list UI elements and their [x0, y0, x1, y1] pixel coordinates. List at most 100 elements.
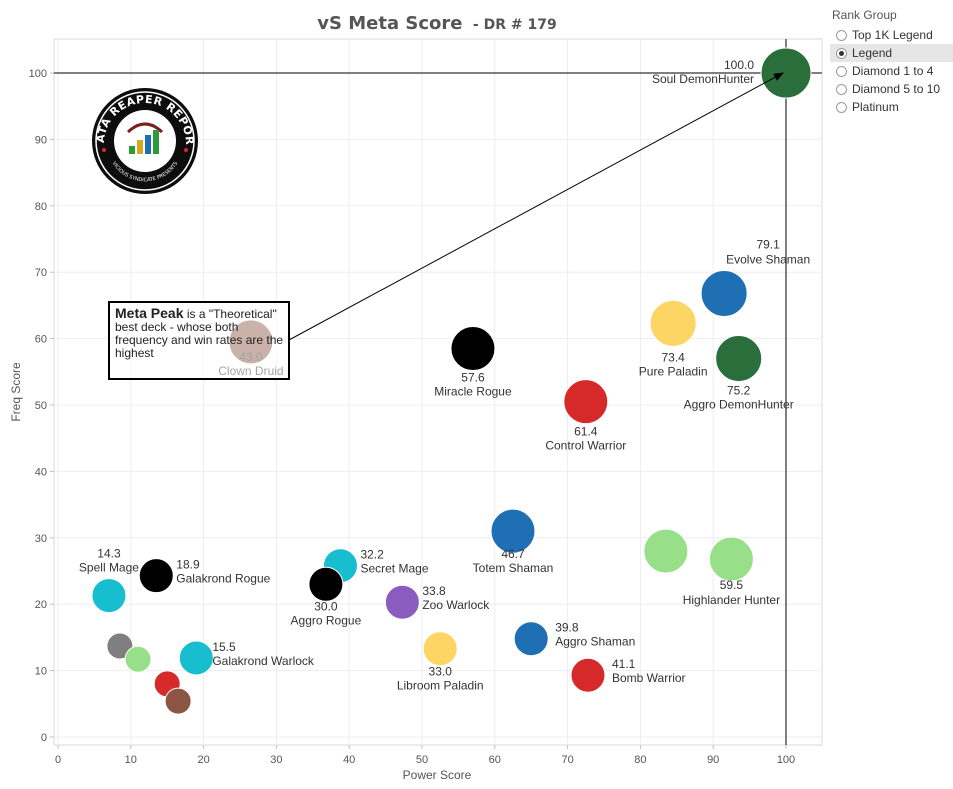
- point-value-label: 33.8: [422, 584, 446, 598]
- x-tick-label: 0: [55, 754, 61, 766]
- point-name-label: Libroom Paladin: [397, 679, 484, 693]
- point-name-label: Secret Mage: [360, 562, 428, 576]
- data-point: [643, 528, 689, 574]
- legend-option-label: Diamond 5 to 10: [852, 82, 941, 96]
- point-name-label: Aggro Shaman: [555, 635, 635, 649]
- data-point: [124, 645, 152, 673]
- data-point: [700, 269, 748, 317]
- rank-group-legend: Rank Group Top 1K Legend Legend Diamond 1 …: [830, 8, 953, 116]
- svg-text:vS Meta Score - DR # 179: vS Meta Score - DR # 179: [317, 13, 556, 34]
- point-value-label: 79.1: [756, 237, 780, 251]
- annotation-box: [108, 301, 290, 380]
- point-name-label: Highlander Hunter: [683, 593, 780, 607]
- data-point: [164, 687, 192, 715]
- y-tick-label: 10: [35, 666, 47, 678]
- data-point: [708, 536, 754, 582]
- x-tick-label: 50: [416, 754, 428, 766]
- x-tick-label: 60: [489, 754, 501, 766]
- radio-icon[interactable]: [836, 83, 847, 95]
- x-tick-label: 30: [270, 754, 282, 766]
- point-value-label: 33.0: [429, 665, 453, 679]
- legend-option[interactable]: Legend: [830, 44, 953, 62]
- radio-icon[interactable]: [836, 47, 847, 59]
- point-value-label: 75.2: [727, 384, 751, 398]
- chart-title: vS Meta Score - DR # 179: [317, 13, 556, 34]
- legend-option[interactable]: Diamond 5 to 10: [830, 80, 953, 98]
- point-value-label: 41.1: [612, 657, 636, 671]
- point-name-label: Bomb Warrior: [612, 671, 686, 685]
- point-value-label: 59.5: [720, 578, 744, 592]
- meta-peak-annotation: Meta Peak is a "Theoretical" best deck -…: [108, 72, 784, 380]
- data-point: [422, 631, 458, 667]
- y-axis-label: Freq Score: [9, 362, 23, 422]
- x-tick-label: 20: [197, 754, 209, 766]
- data-point: [760, 47, 812, 99]
- x-axis-ticks: 0 10 20 30 40 50 60 70 80 90 100: [55, 745, 795, 766]
- point-name-label: Evolve Shaman: [726, 252, 810, 266]
- data-point: [138, 558, 174, 594]
- x-tick-label: 40: [343, 754, 355, 766]
- legend-option-label: Platinum: [852, 100, 899, 114]
- annotation-arrow: [288, 72, 784, 341]
- point-name-label: Miracle Rogue: [434, 385, 512, 399]
- radio-icon[interactable]: [836, 65, 847, 77]
- x-tick-label: 10: [125, 754, 137, 766]
- chart-title-sub: - DR # 179: [473, 17, 557, 33]
- y-tick-label: 50: [35, 400, 47, 412]
- reference-lines: [54, 39, 822, 745]
- point-name-label: Aggro Rogue: [291, 613, 362, 627]
- data-point: [563, 379, 609, 425]
- data-point: [91, 578, 127, 614]
- x-tick-label: 70: [561, 754, 573, 766]
- data-point: [715, 335, 763, 383]
- y-tick-label: 90: [35, 134, 47, 146]
- x-tick-label: 100: [777, 754, 795, 766]
- chart-title-main: vS Meta Score: [317, 13, 462, 34]
- data-point: [308, 566, 344, 602]
- radio-icon[interactable]: [836, 101, 847, 113]
- point-value-label: 46.7: [501, 547, 525, 561]
- point-value-label: 61.4: [574, 425, 598, 439]
- point-name-label: Totem Shaman: [473, 561, 554, 575]
- x-tick-label: 90: [707, 754, 719, 766]
- point-value-label: 18.9: [176, 558, 200, 572]
- legend-option-label: Legend: [852, 46, 893, 60]
- y-tick-label: 20: [35, 599, 47, 611]
- legend-option[interactable]: Top 1K Legend: [830, 26, 953, 44]
- legend-option-label: Diamond 1 to 4: [852, 64, 934, 78]
- point-name-label: Pure Paladin: [639, 364, 708, 378]
- point-value-label: 39.8: [555, 621, 579, 635]
- point-value-label: 100.0: [724, 58, 754, 72]
- y-tick-label: 0: [41, 732, 47, 744]
- point-value-label: 73.4: [661, 350, 685, 364]
- y-axis-ticks: 0 10 20 30 40 50 60 70 80 90 100: [29, 68, 54, 744]
- y-tick-label: 60: [35, 334, 47, 346]
- data-point: [513, 621, 549, 657]
- x-axis-label: Power Score: [403, 768, 472, 782]
- x-tick-label: 80: [634, 754, 646, 766]
- data-point: [649, 299, 697, 347]
- radio-icon[interactable]: [836, 29, 847, 41]
- point-value-label: 57.6: [461, 371, 485, 385]
- y-tick-label: 70: [35, 267, 47, 279]
- point-name-label: Aggro DemonHunter: [684, 398, 794, 412]
- point-value-label: 32.2: [360, 548, 384, 562]
- point-value-label: 15.5: [212, 640, 236, 654]
- annotation-text: is a "Theoretical" best deck - whose bot…: [115, 307, 284, 360]
- y-tick-label: 30: [35, 533, 47, 545]
- y-tick-label: 100: [29, 68, 47, 80]
- legend-title: Rank Group: [832, 8, 897, 22]
- legend-option[interactable]: Platinum: [830, 98, 953, 116]
- y-tick-label: 80: [35, 201, 47, 213]
- point-name-label: Control Warrior: [545, 439, 626, 453]
- data-point: [490, 508, 536, 554]
- data-point: [570, 657, 606, 693]
- annotation-bold: Meta Peak: [115, 306, 184, 321]
- point-value-label: 14.3: [97, 547, 121, 561]
- point-name-label: Galakrond Rogue: [176, 572, 270, 586]
- data-point: [106, 632, 134, 660]
- legend-option[interactable]: Diamond 1 to 4: [830, 62, 953, 80]
- y-tick-label: 40: [35, 466, 47, 478]
